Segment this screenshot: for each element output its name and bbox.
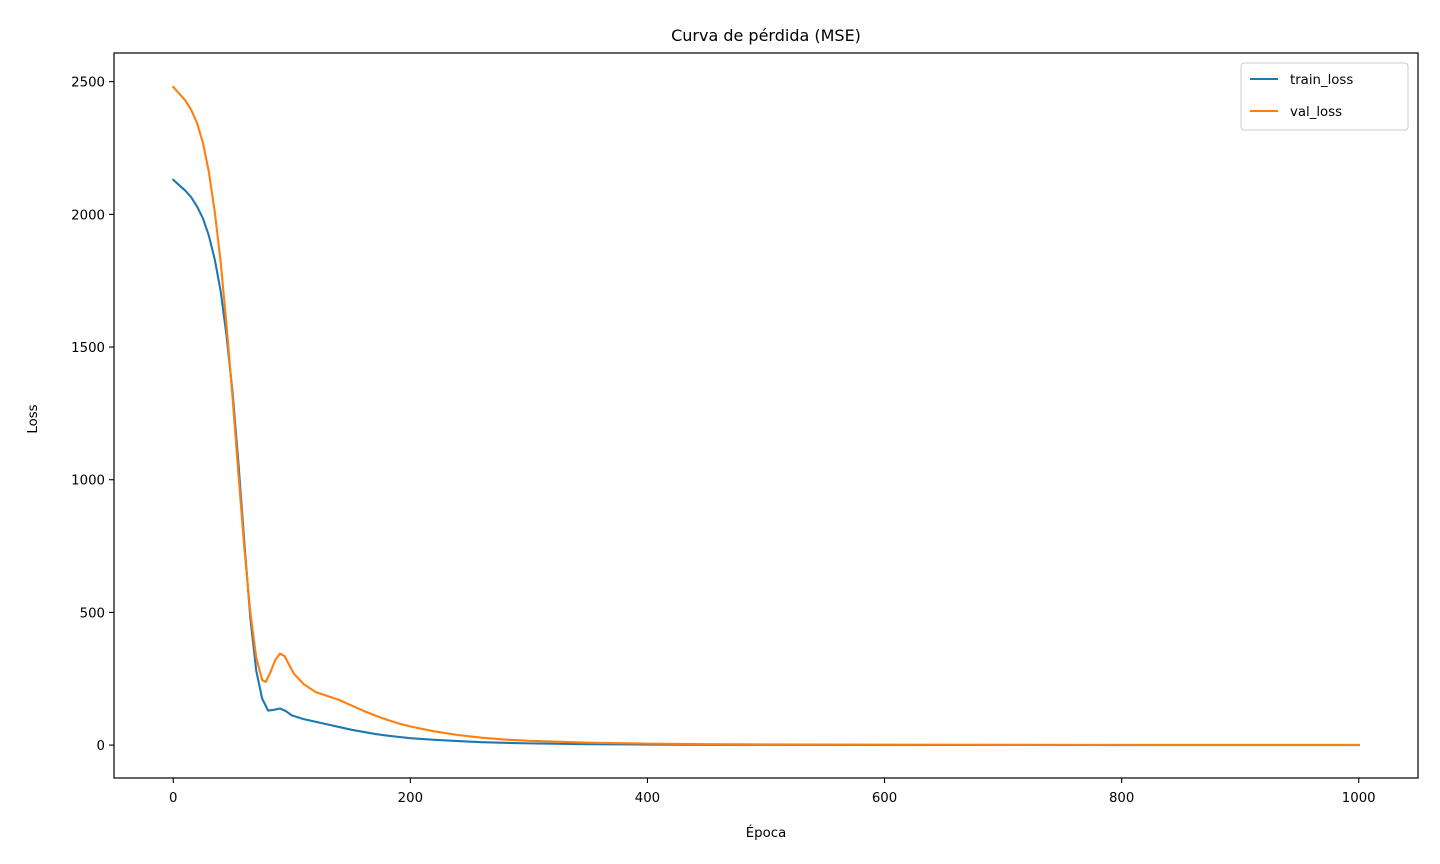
plot-area [113,52,1419,779]
series-layer [171,85,1360,747]
x-tick-label: 1000 [1342,791,1376,806]
x-tick-label: 200 [398,791,423,806]
legend: train_loss val_loss [1240,62,1409,131]
y-tick-label: 1000 [71,474,105,489]
y-tick-label: 1500 [71,341,105,356]
x-axis-title: Época [746,824,786,841]
legend-box [1240,62,1409,131]
x-tick-label: 0 [169,791,177,806]
x-tick-label: 600 [872,791,897,806]
x-axis: 0 200 400 600 800 1000 [169,778,1376,806]
series-line-val_loss [171,85,1360,747]
y-tick-label: 2000 [71,208,105,223]
axes-frame [113,52,1419,779]
legend-label-train_loss: train_loss [1290,73,1353,88]
legend-label-val_loss: val_loss [1290,105,1342,120]
y-tick-label: 2500 [71,76,105,91]
series-line-train_loss [171,178,1360,747]
y-tick-label: 500 [80,606,105,621]
y-axis-title: Loss [26,404,41,433]
x-tick-label: 400 [635,791,660,806]
y-tick-label: 0 [97,739,105,754]
x-tick-label: 800 [1109,791,1134,806]
y-axis: 0 500 1000 1500 2000 2500 [71,76,114,754]
chart-title: Curva de pérdida (MSE) [671,26,861,45]
